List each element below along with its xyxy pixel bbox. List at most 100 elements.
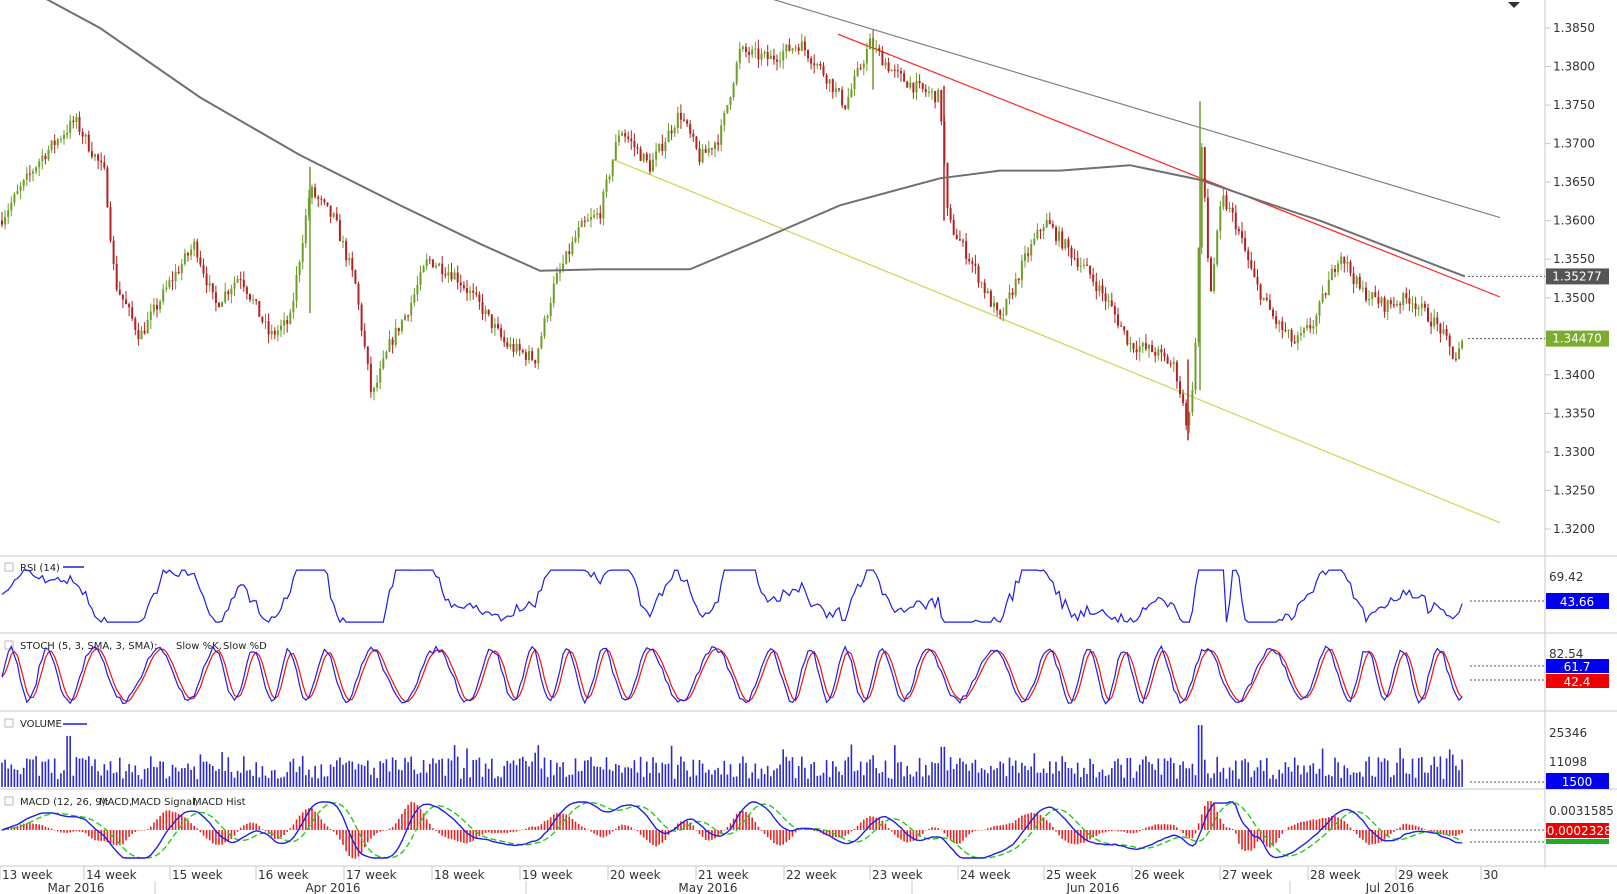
candle-body [109,207,112,241]
volume-bar [875,767,877,787]
volume-bar [416,774,419,787]
last_price-tag [1546,330,1609,347]
volume-bar [987,773,989,787]
volume-bar [342,764,344,787]
candle-body [261,316,264,322]
volume-bar [1253,770,1256,787]
candle-body [323,199,326,203]
macd-hist-bar [311,808,313,830]
candle-body [267,321,270,335]
macd-hist-bar [379,830,381,832]
time-axis[interactable]: 13 week 14 week 15 week 16 week 17 week 18 we… [0,866,1498,894]
macd-hist-bar [119,830,121,846]
volume-bar [1408,773,1411,787]
price-panel[interactable] [0,0,1501,524]
candle-body [1275,316,1278,324]
macd-hist-bar [438,830,440,834]
panel-toggle-icon[interactable] [4,796,14,806]
macd-hist-bar [370,830,372,839]
candle-body [1231,207,1234,213]
macd-hist-bar [1269,830,1271,848]
volume-panel[interactable]: VOLUME 25346 11098 1500 [1,718,1609,789]
macd-hist-bar [382,830,385,831]
candle-body [1315,315,1318,327]
candle-body [165,287,168,290]
macd-hist-bar [770,830,772,840]
volume-bar [903,776,905,787]
month-label: Jun 2016 [1065,881,1119,894]
candle-body [286,320,289,324]
macd-hist-bar [965,830,967,838]
macd-hist-bar [150,826,152,830]
macd-hist-bar [289,828,292,830]
candle-body [348,258,351,261]
macd-hist-bar [937,828,939,830]
panel-toggle-icon[interactable] [4,562,14,572]
stoch-panel[interactable]: STOCH (5, 3, SMA, 3, SMA): Slow %K, Slow… [1,640,1609,705]
stoch-k-tag [1546,659,1609,673]
volume-bar [980,768,983,787]
candle-body [580,220,583,228]
macd-hist-bar [63,830,65,833]
volume-bar [1442,778,1445,787]
volume-bar [1262,770,1265,787]
volume-bar [763,774,766,787]
volume-bar [1306,772,1308,787]
macd-hist-bar [838,830,840,838]
volume-bar [1095,777,1098,787]
candle-body [1374,292,1377,298]
macd-panel[interactable]: MACD (12, 26, 9): MACD, MACD Signal, MAC… [1,796,1614,859]
macd-hist-bar [1334,816,1336,830]
volume-bar [1030,766,1032,787]
candle-body [1458,348,1460,360]
volume-bar [546,777,549,787]
macd-hist-bar [999,825,1001,830]
stoch-k-value: 61.7 [1564,660,1591,674]
volume-bar [1049,761,1051,787]
macd-hist-bar [1002,824,1005,830]
volume-bar [1303,765,1305,787]
candle-body [224,291,227,303]
candle-body [714,142,716,150]
candle-body [1306,325,1309,329]
candle-body [763,51,766,54]
candle-body [338,220,341,242]
panel-toggle-icon[interactable] [4,718,14,728]
rsi-panel[interactable]: RSI (14) 69.42 43.66 [1,562,1609,624]
volume-bar [109,761,112,787]
macd-hist-bar [227,830,230,842]
volume-bar [1417,758,1420,787]
price-tick-label: 1.3600 [1553,214,1595,228]
macd-hist-bar [1095,830,1098,837]
volume-bar [317,778,319,787]
macd-hist-bar [258,826,261,830]
week-label: 16 week [258,868,309,882]
macd-hist-bar [611,830,614,832]
macd-hist-bar [1142,829,1144,830]
volume-bar [704,772,707,787]
candle-body [84,134,87,137]
panel-toggle-icon[interactable] [4,640,14,650]
candle-body [289,312,292,324]
candle-body [481,301,484,315]
candle-body [562,263,565,270]
trendline[interactable] [837,33,1501,298]
trendline[interactable] [740,0,1501,219]
trendline[interactable] [611,158,1501,524]
candle-body [788,44,791,51]
macd-hist-bar [881,820,884,830]
macd-hist-bar [255,823,257,830]
candle-body [652,159,654,172]
volume-bar [822,772,825,787]
macd-hist-bar [1312,819,1315,830]
volume-bar [993,769,995,787]
macd-hist-bar [779,830,781,846]
volume-bar [1083,767,1085,787]
month-label: Mar 2016 [48,881,105,894]
collapse-arrow-icon[interactable] [1508,2,1520,8]
volume-bar [847,757,850,787]
volume-bar [894,745,896,787]
volume-bar [69,735,71,787]
volume-bar [168,776,171,787]
